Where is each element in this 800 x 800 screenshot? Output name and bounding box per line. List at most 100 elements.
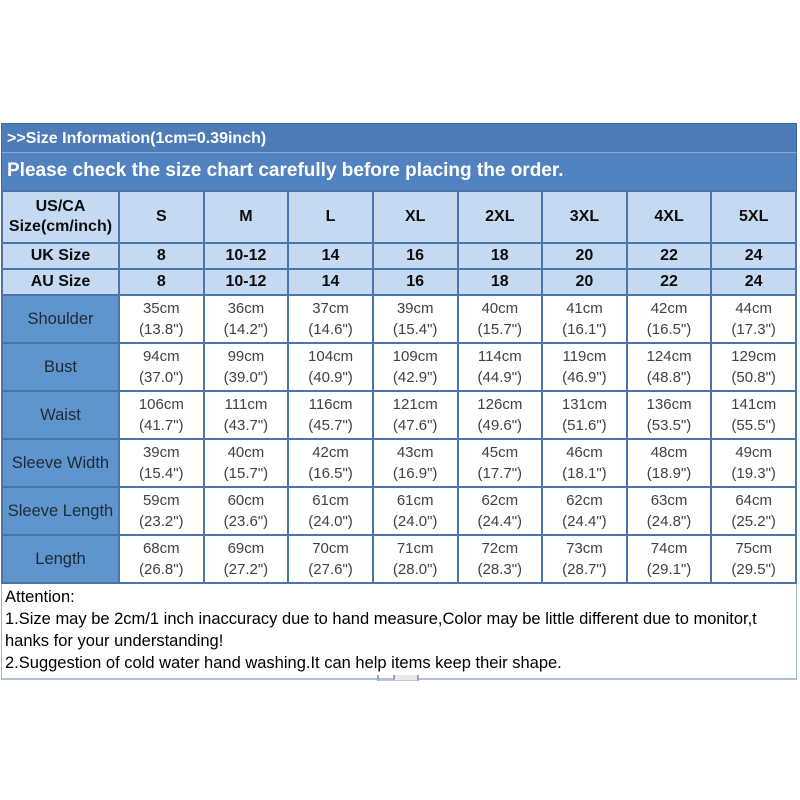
size-cell: 39cm (15.4"): [371, 294, 459, 344]
cell-inch: (26.8"): [139, 561, 184, 578]
size-cell: 61cm (24.0"): [371, 486, 459, 536]
size-cell: 94cm (37.0"): [118, 342, 205, 392]
cell-inch: (18.9"): [646, 465, 692, 482]
uk-size-value: 14: [287, 242, 374, 270]
cell-cm: 45cm: [481, 444, 519, 461]
size-cell: 119cm (46.9"): [541, 342, 628, 392]
uk-size-label: UK Size: [1, 242, 120, 270]
size-cell: 48cm (18.9"): [625, 438, 713, 488]
measurement-row-sleeve-length: Sleeve Length 59cm (23.2") 60cm (23.6") 61…: [1, 486, 797, 536]
cell-cm: 94cm: [142, 348, 180, 365]
size-cell: 36cm (14.2"): [202, 294, 290, 344]
size-chart-table: US/CA Size(cm/inch) S M L XL 2XL 3XL 4XL…: [1, 190, 797, 584]
au-size-value: 20: [541, 268, 628, 296]
cell-inch: (53.5"): [646, 417, 692, 434]
cell-inch: (24.0"): [392, 513, 438, 530]
au-size-value: 18: [456, 268, 544, 296]
cell-cm: 74cm: [650, 540, 688, 557]
cell-cm: 36cm: [227, 300, 265, 317]
row-label: Shoulder: [1, 294, 120, 344]
cell-cm: 43cm: [396, 444, 434, 461]
size-cell: 60cm (23.6"): [202, 486, 290, 536]
size-cell: 74cm (29.1"): [625, 534, 713, 584]
cell-cm: 70cm: [312, 540, 349, 557]
cell-inch: (51.6"): [562, 417, 607, 434]
size-cell: 41cm (16.1"): [541, 294, 628, 344]
attention-note: Attention: 1.Size may be 2cm/1 inch inac…: [1, 584, 797, 680]
size-col-header-m: M: [202, 190, 290, 244]
cell-inch: (25.2"): [731, 513, 776, 530]
size-col-header-4xl: 4XL: [625, 190, 713, 244]
cell-inch: (23.2"): [139, 513, 184, 530]
size-cell: 114cm (44.9"): [456, 342, 544, 392]
row-label: Waist: [1, 390, 120, 440]
cell-cm: 71cm: [396, 540, 434, 557]
size-cell: 111cm (43.7"): [202, 390, 290, 440]
cell-inch: (15.7"): [477, 321, 523, 338]
cell-cm: 126cm: [477, 396, 523, 413]
measurement-row-bust: Bust 94cm (37.0") 99cm (39.0") 104cm (40.9"…: [1, 342, 797, 392]
size-cell: 129cm (50.8"): [710, 342, 797, 392]
cell-cm: 119cm: [562, 348, 607, 365]
size-cell: 43cm (16.9"): [371, 438, 459, 488]
attention-heading: Attention:: [5, 588, 75, 606]
cell-inch: (14.6"): [308, 321, 353, 338]
size-cell: 136cm (53.5"): [625, 390, 713, 440]
cell-cm: 42cm: [650, 300, 688, 317]
size-cell: 40cm (15.7"): [456, 294, 544, 344]
size-chart-warning: Please check the size chart carefully be…: [1, 153, 797, 190]
attention-line: hanks for your understanding!: [5, 632, 224, 650]
size-header-row: US/CA Size(cm/inch) S M L XL 2XL 3XL 4XL…: [1, 190, 797, 244]
size-cell: 73cm (28.7"): [541, 534, 628, 584]
size-cell: 35cm (13.8"): [118, 294, 205, 344]
size-cell: 141cm (55.5"): [710, 390, 797, 440]
cell-cm: 41cm: [566, 300, 603, 317]
cell-cm: 116cm: [308, 396, 353, 413]
size-col-header-5xl: 5XL: [710, 190, 797, 244]
cell-inch: (23.6"): [223, 513, 269, 530]
cell-cm: 49cm: [735, 444, 773, 461]
row-label: Sleeve Width: [1, 438, 120, 488]
size-cell: 39cm (15.4"): [118, 438, 205, 488]
cell-cm: 114cm: [477, 348, 522, 365]
cell-inch: (16.5"): [646, 321, 692, 338]
uk-size-value: 20: [541, 242, 628, 270]
cell-inch: (16.5"): [308, 465, 353, 482]
cell-inch: (14.2"): [223, 321, 269, 338]
measurement-row-shoulder: Shoulder 35cm (13.8") 36cm (14.2") 37cm (14…: [1, 294, 797, 344]
cell-cm: 62cm: [481, 492, 519, 509]
cell-inch: (24.4"): [562, 513, 607, 530]
corner-line2: Size(cm/inch): [8, 218, 113, 235]
cell-cm: 72cm: [481, 540, 519, 557]
size-cell: 131cm (51.6"): [541, 390, 628, 440]
cell-cm: 40cm: [227, 444, 265, 461]
cell-inch: (50.8"): [731, 369, 776, 386]
cell-cm: 64cm: [735, 492, 773, 509]
cell-cm: 61cm: [396, 492, 434, 509]
corner-cell: US/CA Size(cm/inch): [1, 190, 120, 244]
au-size-row: AU Size 8 10-12 14 16 18 20 22 24: [1, 268, 797, 296]
au-size-value: 8: [118, 268, 205, 296]
uk-size-value: 8: [118, 242, 205, 270]
size-cell: 64cm (25.2"): [710, 486, 797, 536]
size-cell: 63cm (24.8"): [625, 486, 713, 536]
cell-inch: (43.7"): [223, 417, 269, 434]
au-size-value: 24: [710, 268, 797, 296]
cell-inch: (15.4"): [139, 465, 184, 482]
size-cell: 44cm (17.3"): [710, 294, 797, 344]
cell-inch: (15.4"): [392, 321, 438, 338]
row-label: Bust: [1, 342, 120, 392]
cell-inch: (28.0"): [392, 561, 438, 578]
size-cell: 126cm (49.6"): [456, 390, 544, 440]
cell-inch: (41.7"): [139, 417, 184, 434]
attention-line: 2.Suggestion of cold water hand washing.…: [5, 654, 562, 672]
cell-cm: 104cm: [308, 348, 354, 365]
size-information-title: >>Size Information(1cm=0.39inch): [1, 123, 797, 153]
cell-cm: 46cm: [566, 444, 603, 461]
size-col-header-s: S: [118, 190, 205, 244]
cell-inch: (29.5"): [731, 561, 776, 578]
size-cell: 62cm (24.4"): [456, 486, 544, 536]
cell-inch: (40.9"): [308, 369, 353, 386]
cell-cm: 60cm: [227, 492, 265, 509]
size-cell: 62cm (24.4"): [541, 486, 628, 536]
